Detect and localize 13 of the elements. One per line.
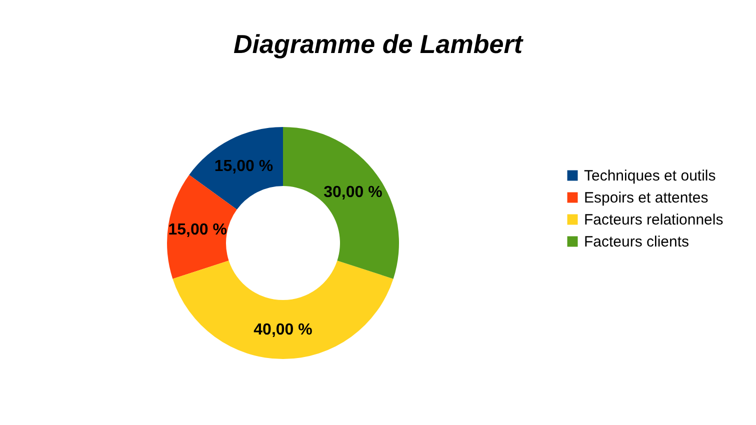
donut-slice bbox=[189, 127, 283, 210]
data-label: 30,00 % bbox=[324, 184, 382, 202]
legend-label: Techniques et outils bbox=[584, 168, 716, 184]
data-label: 15,00 % bbox=[168, 221, 227, 238]
donut-slice bbox=[167, 174, 237, 279]
legend-label: Facteurs relationnels bbox=[584, 212, 724, 228]
donut-slice bbox=[172, 260, 394, 359]
legend-label: Facteurs clients bbox=[584, 234, 690, 250]
donut-slice bbox=[283, 127, 399, 279]
chart-title: Diagramme de Lambert bbox=[234, 29, 524, 59]
legend-label: Espoirs et attentes bbox=[584, 190, 708, 206]
data-label: 40,00 % bbox=[254, 322, 312, 338]
data-label: 15,00 % bbox=[214, 158, 274, 175]
